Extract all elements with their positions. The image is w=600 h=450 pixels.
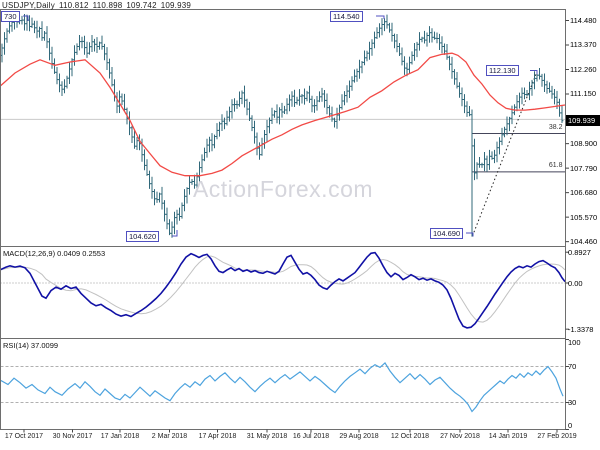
rsi-indicator-label: RSI(14) 37.0099 [3, 341, 59, 350]
chart-title: USDJPY,Daily 110.812 110.898 109.742 109.939 [2, 1, 195, 10]
symbol-timeframe: USDJPY,Daily [2, 1, 55, 10]
ohlc-low: 109.742 [126, 1, 157, 10]
ohlc-high: 110.898 [92, 1, 123, 10]
ohlc-close: 109.939 [160, 1, 192, 10]
watermark: ActionForex.com [192, 176, 374, 202]
macd-indicator-label: MACD(12,26,9) 0.0409 0.2553 [3, 249, 106, 258]
current-price-badge: 109.939 [566, 115, 600, 127]
ohlc-open: 110.812 [58, 1, 89, 10]
